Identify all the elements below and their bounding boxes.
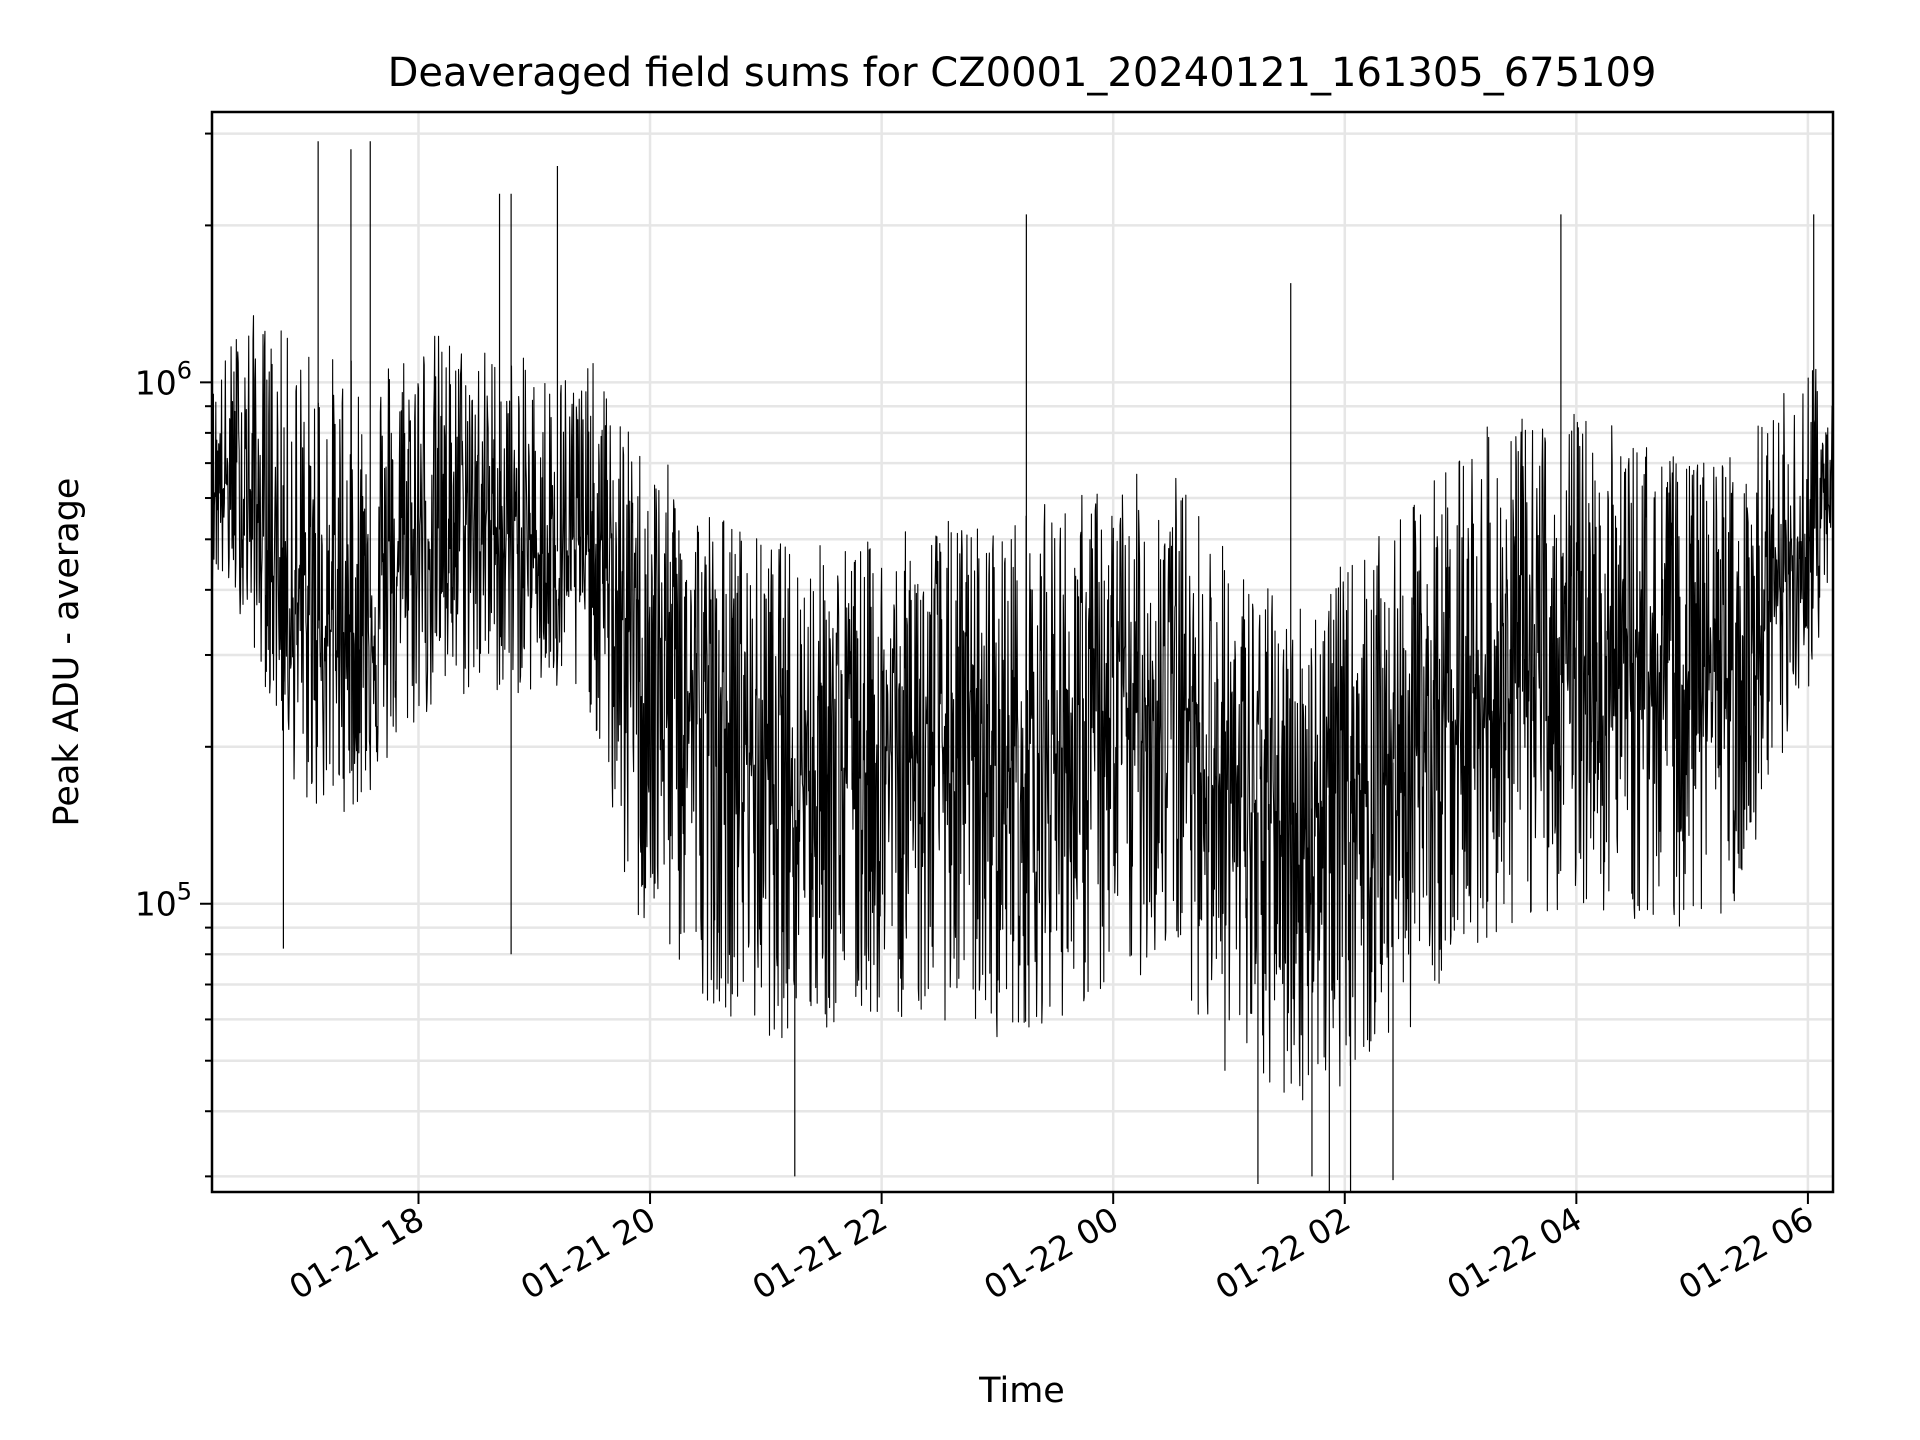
- x-tick-label: 01-22 04: [1440, 1199, 1588, 1307]
- y-axis-label: Peak ADU - average: [47, 478, 87, 827]
- y-tick-label: 106: [135, 356, 192, 402]
- x-tick-label: 01-22 06: [1672, 1199, 1820, 1307]
- x-axis-label: Time: [978, 1371, 1065, 1411]
- y-tick-exponent: 6: [177, 356, 192, 384]
- y-tick-base: 10: [135, 363, 177, 402]
- series-line: [212, 315, 1833, 1101]
- chart-title: Deaveraged field sums for CZ0001_2024012…: [388, 50, 1657, 96]
- x-axis: 01-21 18 01-21 20 01-21 22 01-22 00 01-22 02…: [282, 1192, 1820, 1307]
- grid: [212, 112, 1833, 1192]
- x-tick-label: 01-22 02: [1209, 1199, 1357, 1307]
- y-tick-label: 105: [135, 878, 192, 924]
- x-tick-label: 01-21 18: [282, 1199, 430, 1307]
- x-tick-label: 01-21 20: [514, 1199, 662, 1307]
- y-tick-exponent: 5: [177, 878, 192, 906]
- plot-frame: [210, 110, 1835, 1194]
- y-tick-base: 10: [135, 885, 177, 924]
- series-line-group: [212, 141, 1833, 1192]
- x-tick-label: 01-21 22: [746, 1199, 894, 1307]
- x-tick-label: 01-22 00: [977, 1199, 1125, 1307]
